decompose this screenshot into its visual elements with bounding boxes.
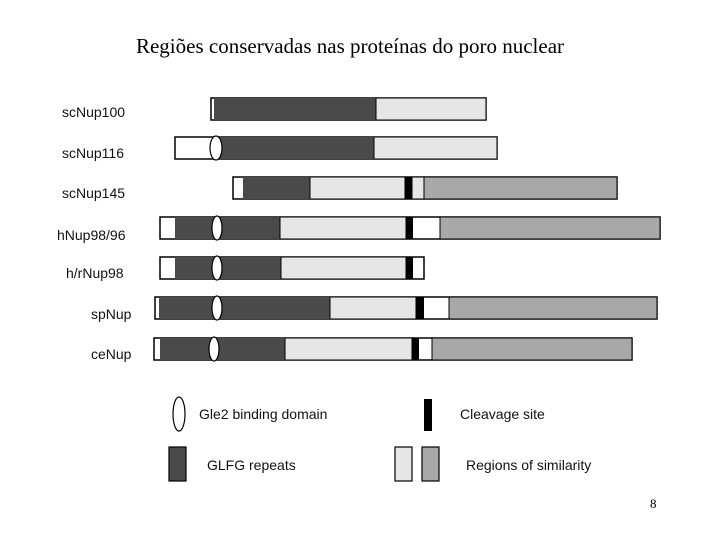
similarity-region-dark — [439, 216, 661, 240]
cleavage-site — [416, 297, 424, 319]
protein-bar-scNup145 — [232, 176, 618, 200]
glfg-region — [175, 217, 280, 239]
similarity-region-light — [284, 337, 413, 361]
similarity-region-dark — [431, 337, 633, 361]
glfg-region — [214, 98, 376, 120]
glfg-region — [160, 338, 285, 360]
protein-label: spNup — [91, 306, 132, 322]
protein-bar-hNup98-96 — [159, 215, 661, 241]
similarity-region-light — [309, 176, 406, 200]
glfg-region — [243, 177, 310, 199]
legend-gle2-symbol — [172, 396, 186, 432]
similarity-region-light — [279, 216, 407, 240]
legend-gle2-label: Gle2 binding domain — [199, 406, 328, 422]
similarity-region-dark — [448, 296, 658, 320]
protein-bar-scNup100 — [210, 97, 487, 121]
legend-cleavage-symbol — [424, 399, 432, 431]
protein-bar-ceNup — [153, 336, 633, 362]
protein-bar-h-rNup98 — [159, 255, 425, 281]
similarity-region-light — [373, 136, 498, 160]
legend-similarity-label: Regions of similarity — [466, 457, 592, 473]
similarity-region-dark — [423, 176, 618, 200]
cleavage-site — [412, 338, 419, 360]
legend-cleavage-label: Cleavage site — [460, 406, 545, 422]
similarity-region-light — [329, 296, 417, 320]
gle2-binding-domain — [209, 135, 223, 161]
protein-label: hNup98/96 — [57, 227, 126, 243]
glfg-region — [220, 137, 374, 159]
protein-label: scNup100 — [62, 104, 126, 120]
protein-bar-spNup — [154, 295, 658, 321]
page-number: 8 — [650, 496, 657, 511]
similarity-region-light — [280, 256, 407, 280]
similarity-region-light — [375, 97, 487, 121]
legend-similarity-dark-symbol — [421, 446, 440, 482]
gle2-binding-domain — [208, 336, 220, 362]
cleavage-site — [405, 177, 412, 199]
protein-label: scNup145 — [62, 185, 126, 201]
glfg-region — [175, 257, 281, 279]
glfg-region — [159, 297, 330, 319]
page-title: Regiões conservadas nas proteínas do por… — [135, 34, 565, 58]
legend-glfg-symbol — [168, 446, 187, 482]
gle2-binding-domain — [211, 295, 223, 321]
protein-bar-scNup116 — [174, 135, 498, 161]
gle2-binding-domain — [211, 255, 223, 281]
gle2-binding-domain — [211, 215, 223, 241]
legend-similarity-light-symbol — [394, 446, 413, 482]
cleavage-site — [406, 257, 413, 279]
cleavage-site — [406, 217, 413, 239]
protein-label: scNup116 — [62, 145, 125, 161]
protein-label: h/rNup98 — [66, 265, 124, 281]
legend-glfg-label: GLFG repeats — [207, 457, 296, 473]
protein-label: ceNup — [91, 346, 132, 362]
